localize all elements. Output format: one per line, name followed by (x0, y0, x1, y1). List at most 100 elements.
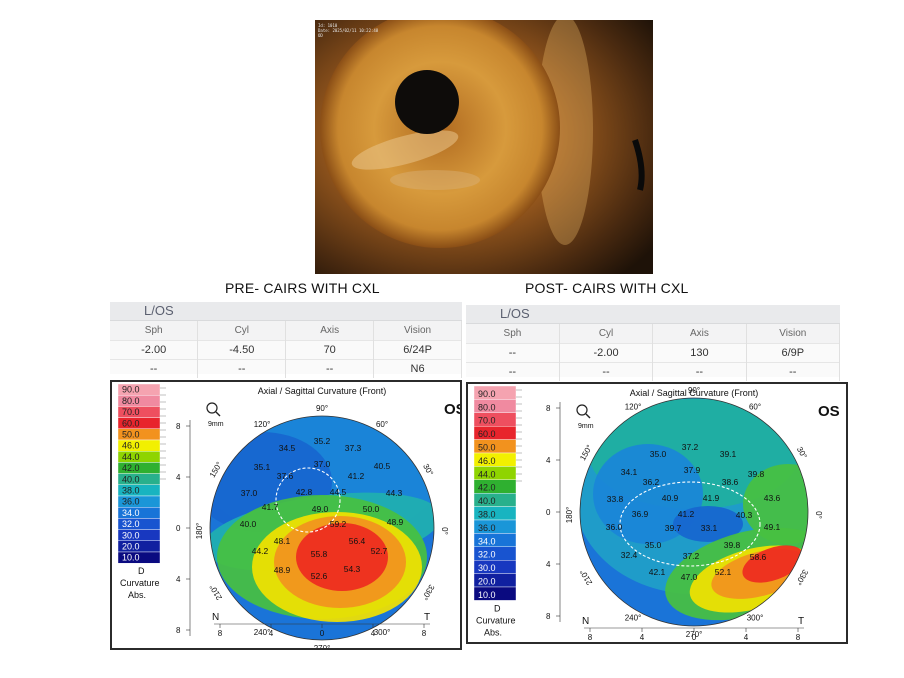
curvature-value: 39.8 (724, 540, 741, 550)
degree-label-d210: 210° (208, 583, 224, 602)
y-tick-label: 4 (176, 473, 181, 482)
scale-value: 36.0 (478, 523, 496, 533)
col-cyl: Cyl (559, 324, 654, 344)
pupil-zone (275, 467, 341, 533)
field-region (742, 545, 804, 583)
curvature-value: 36.0 (606, 522, 623, 532)
y-tick-label: 8 (176, 422, 181, 431)
curvature-value: 37.2 (682, 442, 699, 452)
curvature-value: 39.1 (720, 449, 737, 459)
temporal-label: T (798, 616, 804, 627)
table-row: -2.00 -4.50 70 6/24P (110, 340, 462, 360)
curvature-value: 37.2 (683, 551, 700, 561)
cell: 70 (285, 340, 375, 360)
curvature-value: 41.2 (348, 471, 365, 481)
curvature-value: 48.9 (274, 565, 291, 575)
x-tick-label: 8 (588, 633, 593, 642)
scale-value: 38.0 (122, 486, 140, 496)
scale-value: 90.0 (122, 385, 140, 395)
degree-label-d240: 240° (254, 628, 271, 637)
x-tick-label: 4 (269, 629, 274, 638)
field-region (296, 523, 388, 591)
scale-abs-label: Abs. (484, 627, 502, 637)
curvature-value: 34.5 (279, 443, 296, 453)
curvature-value: 40.5 (374, 461, 391, 471)
zoom-icon-handle (585, 413, 591, 419)
pre-topography-map: 90.0 80.0 70.0 60.0 50.0 46.0 44.0 42.0 40.0 38.0… (110, 380, 462, 650)
pre-prescription-table: L/OS Sph Cyl Axis Vision -2.00 -4.50 70 … (110, 302, 462, 378)
y-tick-label: 0 (176, 524, 181, 533)
y-tick-label: 8 (176, 626, 181, 635)
curvature-value: 33.1 (701, 523, 718, 533)
post-topography-map: 90.0 80.0 70.0 60.0 50.0 46.0 44.0 42.0 40.0 38.0… (466, 382, 848, 644)
map-outline (579, 397, 809, 627)
field-region (673, 506, 743, 542)
scale-unit: D (138, 566, 145, 576)
degree-label-right: 0° (440, 527, 449, 535)
x-tick-label: 8 (218, 629, 223, 638)
pre-caption: PRE- CAIRS WITH CXL (225, 280, 380, 296)
zoom-icon (206, 402, 218, 414)
curvature-value: 34.1 (621, 467, 638, 477)
curvature-value: 41.2 (678, 509, 695, 519)
scale-unit: D (494, 603, 501, 613)
scale-value: 10.0 (122, 553, 140, 563)
curvature-value: 59.2 (330, 519, 347, 529)
curvature-value: 52.1 (715, 567, 732, 577)
degree-label-bottom: 270° (686, 630, 703, 639)
curvature-value: 35.0 (645, 540, 662, 550)
col-sph: Sph (466, 324, 560, 344)
field-region (743, 464, 808, 544)
photo-metadata: Id: 1010 Date: 2025/02/11 10:22:48 OD (318, 23, 378, 38)
scale-value: 36.0 (122, 497, 140, 507)
cell: -2.00 (110, 340, 199, 360)
scale-value: 70.0 (478, 416, 496, 426)
col-axis: Axis (652, 324, 747, 344)
scale-value: 32.0 (122, 519, 140, 529)
slit-lamp-photo: Id: 1010 Date: 2025/02/11 10:22:48 OD (315, 20, 653, 274)
curvature-value: 33.8 (607, 494, 624, 504)
table-row: -- -2.00 130 6/9P (466, 343, 841, 363)
curvature-value: 35.1 (254, 462, 271, 472)
scale-value: 10.0 (478, 590, 496, 600)
zoom-label: 9mm (578, 423, 594, 430)
curvature-value: 48.1 (274, 536, 291, 546)
photo-date: Date: 2025/02/11 10:22:48 (318, 28, 379, 33)
cell: -- (197, 359, 287, 378)
curvature-color-field (580, 398, 808, 626)
degree-label-d300: 300° (374, 628, 391, 637)
col-vision: Vision (746, 324, 841, 344)
cell: -- (466, 343, 560, 363)
curvature-value: 41.7 (262, 502, 279, 512)
scale-value: 70.0 (122, 407, 140, 417)
degree-label-left: 180° (565, 507, 574, 524)
curvature-value: 49.1 (764, 522, 781, 532)
y-tick-label: 0 (546, 508, 551, 517)
scale-value: 46.0 (478, 456, 496, 466)
table-row: -- -- -- N6 (110, 359, 462, 378)
y-tick-label: 4 (176, 575, 181, 584)
scale-value: 44.0 (122, 452, 140, 462)
nasal-label: N (582, 616, 589, 627)
table-row: -- -- -- -- (466, 362, 841, 381)
curvature-value: 52.7 (371, 546, 388, 556)
scale-value: 50.0 (478, 443, 496, 453)
cell: -2.00 (559, 343, 654, 363)
y-tick-label: 8 (546, 612, 551, 621)
degree-label-d330: 330° (794, 568, 810, 587)
scale-value: 90.0 (478, 389, 496, 399)
curvature-value: 37.0 (241, 488, 258, 498)
curvature-value: 44.5 (330, 487, 347, 497)
curvature-value: 44.3 (386, 488, 403, 498)
col-vision: Vision (373, 321, 462, 341)
cell: -- (746, 362, 841, 381)
scale-curvature-label: Curvature (120, 578, 160, 588)
cell: -- (466, 362, 560, 381)
x-tick-label: 0 (692, 633, 697, 642)
cell: -- (652, 362, 747, 381)
eye-image (315, 20, 653, 274)
curvature-value: 37.3 (345, 443, 362, 453)
scale-value: 40.0 (122, 474, 140, 484)
y-tick-label: 4 (546, 456, 551, 465)
x-tick-label: 0 (320, 629, 325, 638)
